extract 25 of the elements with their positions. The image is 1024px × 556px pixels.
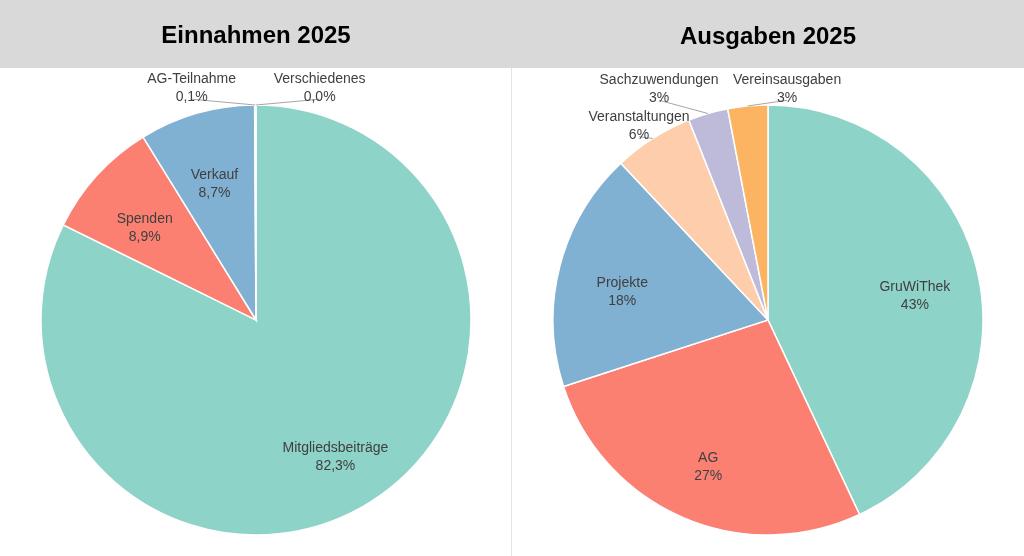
slice-label: Projekte bbox=[596, 273, 649, 290]
slice-label: Mitgliedsbeiträge bbox=[282, 438, 389, 455]
data-label: 8,9% bbox=[128, 227, 161, 244]
data-label: 27% bbox=[694, 467, 723, 484]
chart-title: Einnahmen 2025 bbox=[161, 21, 351, 49]
slice-label: Spenden bbox=[116, 209, 173, 226]
data-label: 18% bbox=[608, 291, 637, 308]
slice-label: Vereinsausgaben bbox=[732, 71, 842, 88]
data-label: 43% bbox=[900, 296, 929, 313]
data-label: 3% bbox=[648, 89, 670, 106]
category-label: Verschiedenes bbox=[273, 70, 366, 87]
data-label: 0,1% bbox=[175, 88, 208, 105]
chart-title: Ausgaben 2025 bbox=[679, 22, 857, 50]
slice-label: AG-Teilnahme bbox=[147, 70, 237, 87]
pie-slice bbox=[40, 104, 472, 536]
slice-label: GruWiThek bbox=[879, 278, 952, 295]
slice-label: Verkauf bbox=[190, 166, 239, 183]
slice-label: AG bbox=[698, 449, 719, 466]
text: 0,0% bbox=[303, 88, 336, 105]
data-label: 6% bbox=[628, 125, 650, 142]
slice-label: Veranstaltungen bbox=[588, 107, 690, 124]
data-label: 8,7% bbox=[198, 184, 231, 201]
data-label: 3% bbox=[776, 89, 798, 106]
slice-label: Sachzuwendungen bbox=[599, 71, 719, 88]
data-label: 82,3% bbox=[315, 456, 356, 473]
